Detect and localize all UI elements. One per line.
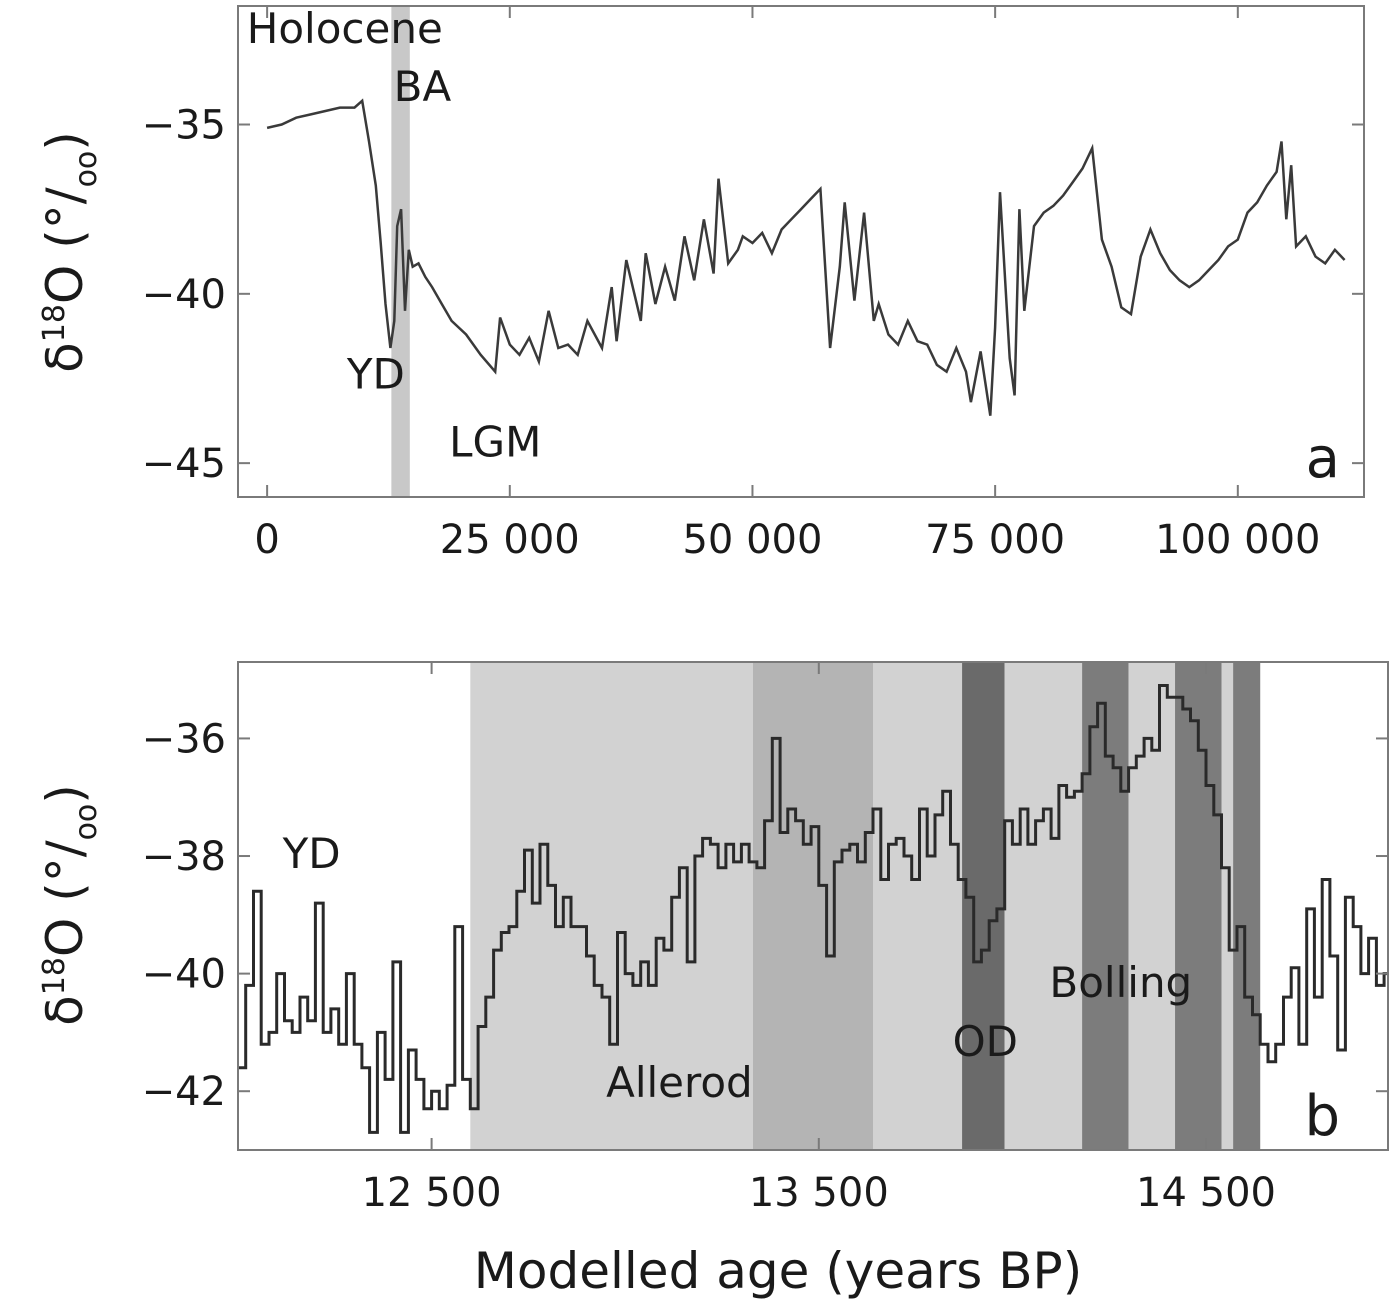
x-axis-label: Modelled age (years BP) bbox=[474, 1242, 1082, 1300]
y-tick-label: −40 bbox=[142, 272, 226, 318]
annotation-od: OD bbox=[953, 1017, 1018, 1066]
annotation-yd: YD bbox=[346, 350, 405, 399]
y-tick-label: −45 bbox=[142, 441, 226, 487]
y-tick-label: −38 bbox=[142, 834, 226, 880]
y-tick-label: −40 bbox=[142, 952, 226, 998]
annotation-bolling: Bolling bbox=[1049, 958, 1192, 1007]
panel-b-x-axis: 12 500 13 500 14 500 bbox=[362, 662, 1276, 1216]
panel-a-annotations: Holocene BA YD LGM bbox=[247, 4, 542, 466]
panel-b-series-line-0 bbox=[238, 684, 1388, 1134]
shaded-interval-8 bbox=[1221, 662, 1234, 1150]
panel-b-letter: b bbox=[1304, 1084, 1340, 1149]
x-tick-label: 25 000 bbox=[440, 517, 580, 563]
annotation-allerod: Allerod bbox=[606, 1058, 753, 1107]
panel-b-y-axis: −36 −38 −40 −42 bbox=[142, 716, 1388, 1115]
panel-a-y-axis-label: δ18O (°/oo) bbox=[36, 131, 104, 373]
y-tick-label: −35 bbox=[142, 103, 226, 149]
shaded-interval-2 bbox=[873, 662, 963, 1150]
annotation-lgm: LGM bbox=[449, 417, 541, 466]
panel-a-letter: a bbox=[1306, 426, 1340, 491]
highlight-band bbox=[391, 6, 410, 497]
shaded-interval-1 bbox=[752, 662, 874, 1150]
panel-a-x-axis: 0 25 000 50 000 75 000 100 000 bbox=[254, 6, 1321, 563]
x-tick-label: 12 500 bbox=[362, 1170, 502, 1216]
panel-a-highlight-band bbox=[391, 6, 410, 497]
shaded-interval-3 bbox=[962, 662, 1005, 1150]
panel-a-series-line-0 bbox=[266, 98, 1346, 416]
y-tick-label: −42 bbox=[142, 1069, 226, 1115]
x-tick-label: 100 000 bbox=[1155, 517, 1320, 563]
panel-a-series bbox=[266, 98, 1346, 416]
panel-b-y-axis-label: δ18O (°/oo) bbox=[36, 784, 104, 1026]
annotation-yd: YD bbox=[282, 829, 341, 878]
y-tick-label: −36 bbox=[142, 716, 226, 762]
x-tick-label: 13 500 bbox=[749, 1170, 889, 1216]
panel-b: −36 −38 −40 −42 12 500 13 500 14 500 YD Allero… bbox=[36, 661, 1389, 1216]
panel-b-series bbox=[238, 684, 1388, 1134]
x-tick-label: 14 500 bbox=[1136, 1170, 1276, 1216]
x-tick-label: 0 bbox=[254, 517, 279, 563]
annotation-ba: BA bbox=[394, 62, 452, 111]
shaded-interval-4 bbox=[1004, 662, 1083, 1150]
panel-a: −35 −40 −45 0 25 000 50 000 75 000 100 000 Hol… bbox=[36, 4, 1365, 563]
x-tick-label: 75 000 bbox=[925, 517, 1065, 563]
shaded-interval-6 bbox=[1128, 662, 1176, 1150]
panel-b-frame bbox=[237, 661, 1389, 1151]
panel-b-shaded-intervals bbox=[470, 662, 1261, 1150]
panel-b-annotations: YD Allerod OD Bolling bbox=[282, 829, 1193, 1107]
panel-a-y-axis: −35 −40 −45 bbox=[142, 103, 1364, 487]
panel-a-frame bbox=[237, 5, 1365, 498]
shaded-interval-9 bbox=[1233, 662, 1261, 1150]
x-tick-label: 50 000 bbox=[682, 517, 822, 563]
annotation-holocene: Holocene bbox=[247, 4, 443, 53]
